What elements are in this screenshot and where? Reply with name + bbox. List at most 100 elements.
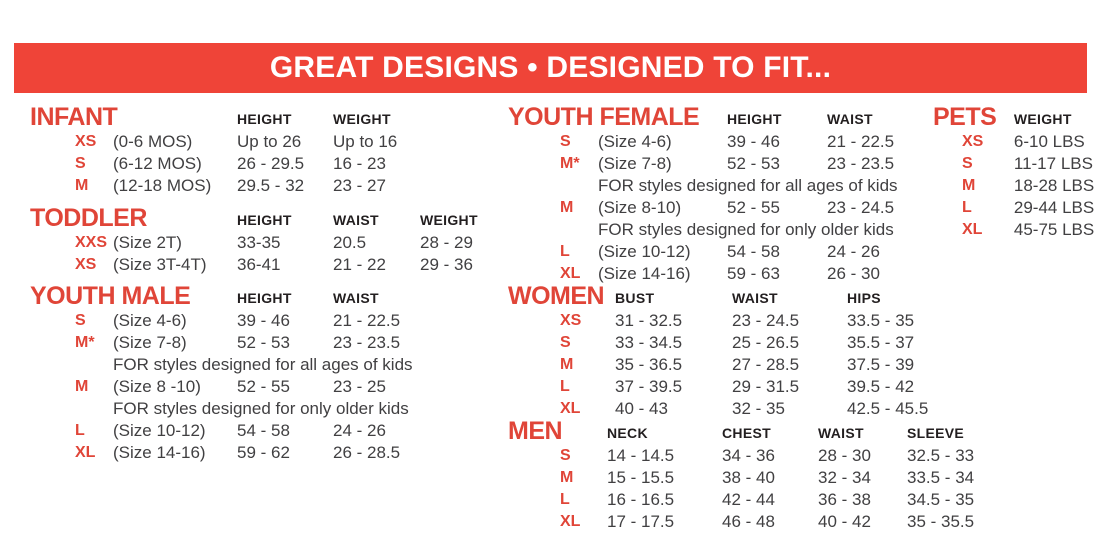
measurement-value: 34.5 - 35 xyxy=(907,490,975,509)
toddler-section-title: TODDLER xyxy=(30,204,147,232)
measurement-value: 35 - 35.5 xyxy=(907,512,975,531)
size-label: S xyxy=(75,312,86,329)
measurement-value: 37.5 - 39 xyxy=(847,355,915,374)
table-row: L (Size 10-12) 54 - 58 24 - 26 xyxy=(508,241,927,263)
size-desc: (0-6 MOS) xyxy=(113,132,193,151)
column-header: WEIGHT xyxy=(333,111,391,127)
size-desc: (Size 10-12) xyxy=(113,421,206,440)
column-header: HEIGHT xyxy=(237,212,292,228)
size-desc: (Size 3T-4T) xyxy=(113,255,207,274)
table-row: XL 45-75 LBS xyxy=(933,219,1108,241)
column-header: WAIST xyxy=(333,290,379,306)
size-label: M xyxy=(560,469,574,486)
measurement-value: 31 - 32.5 xyxy=(615,311,683,330)
measurement-value: 28 - 30 xyxy=(818,446,871,465)
size-label: L xyxy=(962,199,972,216)
measurement-value: 33 - 34.5 xyxy=(615,333,683,352)
size-desc: (Size 8 -10) xyxy=(113,377,201,396)
table-row: XL 17 - 17.5 46 - 48 40 - 42 35 - 35.5 xyxy=(508,511,1007,533)
measurement-value: 24 - 26 xyxy=(827,242,880,261)
size-desc: (6-12 MOS) xyxy=(113,154,202,173)
measurement-value: 39 - 46 xyxy=(237,311,290,330)
measurement-value: 33.5 - 34 xyxy=(907,468,975,487)
size-label: XL xyxy=(560,513,581,530)
table-row: S 11-17 LBS xyxy=(933,153,1108,175)
measurement-value: 29.5 - 32 xyxy=(237,176,305,195)
infant-size-table: INFANT HEIGHT WEIGHT XS (0-6 MOS) Up to 26 Up … xyxy=(30,103,429,197)
table-row: M (Size 8-10) 52 - 55 23 - 24.5 xyxy=(508,197,927,219)
table-row: M 15 - 15.5 38 - 40 32 - 34 33.5 - 34 xyxy=(508,467,1007,489)
measurement-value: 36 - 38 xyxy=(818,490,871,509)
size-desc: (Size 14-16) xyxy=(113,443,206,462)
size-label: M xyxy=(560,356,574,373)
measurement-value: 36-41 xyxy=(237,255,281,274)
size-label: XS xyxy=(75,133,97,150)
size-label: S xyxy=(962,155,973,172)
table-row: L 16 - 16.5 42 - 44 36 - 38 34.5 - 35 xyxy=(508,489,1007,511)
table-row: M* (Size 7-8) 52 - 53 23 - 23.5 xyxy=(30,332,443,354)
column-header: NECK xyxy=(607,425,648,441)
measurement-value: 23 - 24.5 xyxy=(732,311,800,330)
size-label: XL xyxy=(962,221,983,238)
measurement-value: 42.5 - 45.5 xyxy=(847,399,929,418)
note-row: FOR styles designed for only older kids xyxy=(508,219,927,241)
table-row: XL 40 - 43 32 - 35 42.5 - 45.5 xyxy=(508,398,967,420)
table-row: XS 31 - 32.5 23 - 24.5 33.5 - 35 xyxy=(508,310,967,332)
size-label: S xyxy=(560,133,571,150)
women-section-title: WOMEN xyxy=(508,282,605,310)
measurement-value: 38 - 40 xyxy=(722,468,775,487)
size-label: M xyxy=(962,177,976,194)
table-row: S (Size 4-6) 39 - 46 21 - 22.5 xyxy=(508,131,927,153)
measurement-value: 18-28 LBS xyxy=(1013,176,1095,195)
size-label: S xyxy=(560,334,571,351)
table-row: XS (0-6 MOS) Up to 26 Up to 16 xyxy=(30,131,429,153)
youth-male-section-title: YOUTH MALE xyxy=(30,282,191,310)
size-label: L xyxy=(560,378,570,395)
measurement-value: 16 - 16.5 xyxy=(607,490,675,509)
column-header: HEIGHT xyxy=(237,290,292,306)
measurement-value: 45-75 LBS xyxy=(1013,220,1095,239)
men-size-table: MEN NECK CHEST WAIST SLEEVE S 14 - 14.5 34 - 36… xyxy=(508,417,1007,533)
table-row: M 35 - 36.5 27 - 28.5 37.5 - 39 xyxy=(508,354,967,376)
measurement-value: 21 - 22.5 xyxy=(827,132,895,151)
table-row: L 37 - 39.5 29 - 31.5 39.5 - 42 xyxy=(508,376,967,398)
measurement-value: 32 - 35 xyxy=(732,399,785,418)
empty-cell xyxy=(30,398,113,420)
measurement-value: 25 - 26.5 xyxy=(732,333,800,352)
size-desc: (Size 4-6) xyxy=(113,311,187,330)
measurement-value: 17 - 17.5 xyxy=(607,512,675,531)
size-desc: (Size 7-8) xyxy=(113,333,187,352)
measurement-value: 59 - 62 xyxy=(237,443,290,462)
size-label: XXS xyxy=(75,234,108,251)
size-desc: (Size 4-6) xyxy=(598,132,672,151)
women-size-table: WOMEN BUST WAIST HIPS XS 31 - 32.5 23 - 24.5 33… xyxy=(508,282,967,420)
table-row: M (12-18 MOS) 29.5 - 32 23 - 27 xyxy=(30,175,429,197)
size-label: M xyxy=(75,177,89,194)
table-row: XS (Size 3T-4T) 36-41 21 - 22 29 - 36 xyxy=(30,254,510,276)
measurement-value: 52 - 53 xyxy=(727,154,780,173)
size-desc: (Size 2T) xyxy=(113,233,182,252)
measurement-value: 33-35 xyxy=(237,233,281,252)
column-header: WAIST xyxy=(333,212,379,228)
measurement-value: 34 - 36 xyxy=(722,446,775,465)
table-row: S 33 - 34.5 25 - 26.5 35.5 - 37 xyxy=(508,332,967,354)
size-label: XS xyxy=(75,256,97,273)
measurement-value: 21 - 22 xyxy=(333,255,386,274)
measurement-value: 52 - 53 xyxy=(237,333,290,352)
measurement-value: 23 - 27 xyxy=(333,176,386,195)
measurement-value: 40 - 43 xyxy=(615,399,668,418)
measurement-value: 32 - 34 xyxy=(818,468,871,487)
measurement-value: 29 - 36 xyxy=(420,255,473,274)
table-row: L (Size 10-12) 54 - 58 24 - 26 xyxy=(30,420,443,442)
youth-female-size-table: YOUTH FEMALE HEIGHT WAIST S (Size 4-6) 39 - 4… xyxy=(508,103,927,285)
measurement-value: 54 - 58 xyxy=(727,242,780,261)
table-row: M (Size 8 -10) 52 - 55 23 - 25 xyxy=(30,376,443,398)
column-header: HIPS xyxy=(847,290,881,306)
table-row: XL (Size 14-16) 59 - 62 26 - 28.5 xyxy=(30,442,443,464)
size-label: L xyxy=(560,491,570,508)
measurement-value: 42 - 44 xyxy=(722,490,775,509)
measurement-value: Up to 16 xyxy=(333,132,398,151)
size-label: S xyxy=(560,447,571,464)
size-label: M xyxy=(75,378,89,395)
measurement-value: 39.5 - 42 xyxy=(847,377,915,396)
